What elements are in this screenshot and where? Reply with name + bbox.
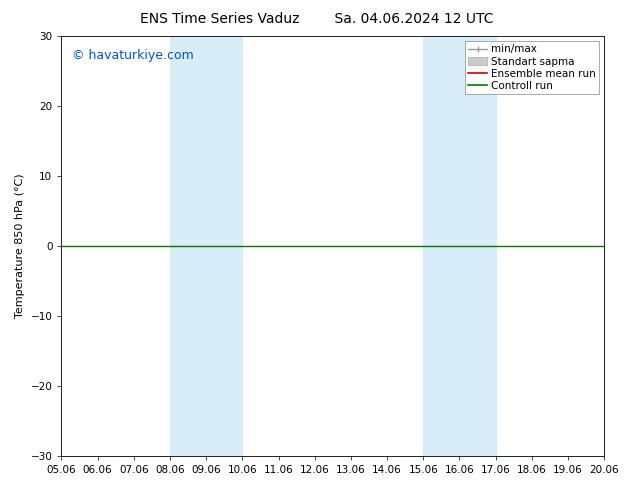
Text: ENS Time Series Vaduz        Sa. 04.06.2024 12 UTC: ENS Time Series Vaduz Sa. 04.06.2024 12 … <box>140 12 494 26</box>
Legend: min/max, Standart sapma, Ensemble mean run, Controll run: min/max, Standart sapma, Ensemble mean r… <box>465 41 599 94</box>
Bar <box>170 36 242 456</box>
Text: © havaturkiye.com: © havaturkiye.com <box>72 49 194 62</box>
Y-axis label: Temperature 850 hPa (°C): Temperature 850 hPa (°C) <box>15 174 25 318</box>
Bar <box>424 36 496 456</box>
